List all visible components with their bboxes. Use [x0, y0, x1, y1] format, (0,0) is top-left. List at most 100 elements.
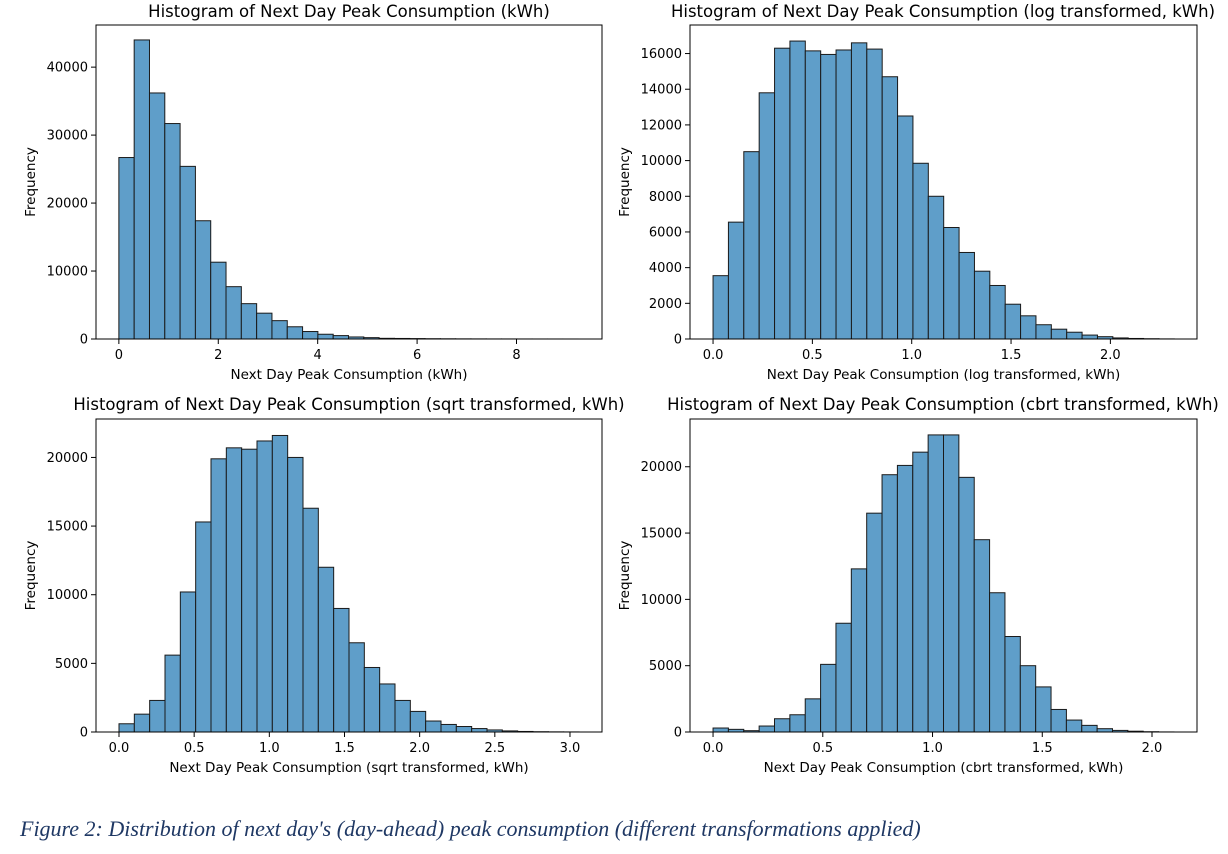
- x-tick-label: 1.5: [1032, 741, 1053, 756]
- histogram-bar: [1050, 708, 1067, 733]
- histogram-bar: [133, 713, 151, 733]
- y-tick-label: 10000: [641, 154, 682, 169]
- histogram-bar: [973, 270, 991, 340]
- x-tick-label: 0: [115, 348, 123, 363]
- histogram-bar: [471, 728, 488, 733]
- histogram-bar: [317, 566, 335, 733]
- histogram-bar: [194, 220, 212, 340]
- figure-caption: Figure 2: Distribution of next day's (da…: [20, 816, 921, 841]
- histogram-bar: [835, 49, 852, 340]
- x-tick-label: 0.5: [802, 348, 823, 363]
- histogram-bar: [317, 333, 334, 340]
- histogram-bar: [240, 303, 258, 340]
- histogram-bar: [1004, 303, 1022, 340]
- histogram-bar: [820, 663, 837, 733]
- histogram-bar: [332, 335, 350, 340]
- histogram-bar: [455, 726, 473, 733]
- y-tick-label: 15000: [641, 527, 682, 542]
- x-axis-label: Next Day Peak Consumption (kWh): [231, 367, 468, 383]
- chart-title: Histogram of Next Day Peak Consumption (…: [671, 2, 1215, 21]
- histogram-bar: [302, 507, 319, 733]
- histogram-bar: [271, 320, 288, 340]
- histogram-bar: [850, 568, 868, 733]
- y-tick-label: 12000: [641, 118, 682, 133]
- histogram-bar: [973, 539, 991, 733]
- chart-title: Histogram of Next Day Peak Consumption (…: [667, 395, 1219, 414]
- histogram-bar: [179, 591, 197, 733]
- histogram-bar: [989, 592, 1006, 733]
- histogram-bar: [440, 723, 457, 733]
- histogram-bar: [1035, 686, 1052, 733]
- histogram-bar: [241, 448, 258, 733]
- y-tick-label: 20000: [47, 197, 88, 212]
- x-axis-label: Next Day Peak Consumption (cbrt transfor…: [764, 760, 1124, 776]
- y-tick-label: 30000: [47, 129, 88, 144]
- histogram-bar: [195, 521, 212, 733]
- histogram-bar: [225, 447, 243, 733]
- x-tick-label: 2: [214, 348, 222, 363]
- y-tick-label: 10000: [47, 588, 88, 603]
- histogram-bar: [148, 92, 166, 340]
- histogram-bar: [881, 474, 898, 733]
- histogram-bar: [912, 451, 929, 733]
- y-tick-label: 4000: [649, 261, 682, 276]
- histogram-bar: [133, 39, 150, 340]
- histogram-bar: [789, 40, 806, 340]
- histogram-bar: [774, 47, 791, 340]
- y-axis-label: Frequency: [617, 541, 633, 611]
- histogram-bar: [286, 326, 304, 340]
- histogram-bar: [333, 607, 350, 733]
- histogram-bar: [1081, 334, 1098, 340]
- histogram-bar: [727, 221, 745, 340]
- y-tick-label: 16000: [641, 47, 682, 62]
- chart-title: Histogram of Next Day Peak Consumption (…: [73, 395, 624, 414]
- histogram-bar: [118, 157, 135, 340]
- y-tick-label: 0: [674, 333, 682, 348]
- histogram-bar: [271, 434, 289, 733]
- y-tick-label: 0: [80, 333, 88, 348]
- histogram-bar: [789, 714, 806, 733]
- histogram-bar: [164, 654, 181, 733]
- histogram-bar: [850, 42, 868, 340]
- plot-frame: [95, 418, 603, 733]
- histogram-bar: [1066, 331, 1083, 340]
- histogram-bar: [179, 165, 196, 340]
- histogram-bar: [1004, 636, 1021, 733]
- y-tick-label: 15000: [47, 520, 88, 535]
- histogram-bar: [804, 50, 822, 340]
- histogram-bar: [287, 456, 304, 733]
- y-tick-label: 2000: [649, 297, 682, 312]
- histogram-bar: [1019, 665, 1037, 733]
- y-tick-label: 40000: [47, 61, 88, 76]
- histogram-bar: [835, 622, 852, 733]
- x-tick-label: 6: [413, 348, 421, 363]
- y-tick-label: 0: [80, 726, 88, 741]
- histogram-bar: [804, 698, 822, 733]
- x-tick-label: 1.5: [1001, 348, 1022, 363]
- x-tick-label: 1.0: [922, 741, 943, 756]
- histogram-bar: [379, 683, 396, 733]
- histogram-bar: [927, 434, 944, 733]
- histogram-bar: [943, 434, 960, 733]
- histogram-bar: [712, 727, 729, 733]
- histogram-panel-3: 0.0 0.5 1.0 1.5 2.0 2.5 3.0 0 5000 10000 15000 2000…: [23, 395, 625, 776]
- x-tick-label: 2.0: [409, 741, 430, 756]
- x-tick-label: 2.0: [1142, 741, 1163, 756]
- x-tick-label: 8: [512, 348, 520, 363]
- y-tick-label: 5000: [649, 659, 682, 674]
- histogram-panel-4: 0.0 0.5 1.0 1.5 2.0 0 5000 10000 15000 20000 Histo…: [617, 395, 1219, 776]
- y-tick-label: 5000: [55, 657, 88, 672]
- x-tick-label: 3.0: [560, 741, 581, 756]
- histogram-bar: [225, 286, 242, 340]
- histogram-bar: [774, 718, 791, 733]
- histogram-bar: [712, 275, 729, 340]
- histogram-bar: [896, 464, 914, 733]
- histogram-bar: [363, 666, 381, 733]
- x-axis-label: Next Day Peak Consumption (log transform…: [767, 367, 1121, 383]
- histogram-bar: [118, 723, 135, 733]
- y-tick-label: 10000: [641, 593, 682, 608]
- histogram-bar: [164, 123, 181, 340]
- x-tick-label: 1.0: [901, 348, 922, 363]
- plot-frame: [95, 24, 603, 340]
- histogram-bar: [758, 725, 775, 733]
